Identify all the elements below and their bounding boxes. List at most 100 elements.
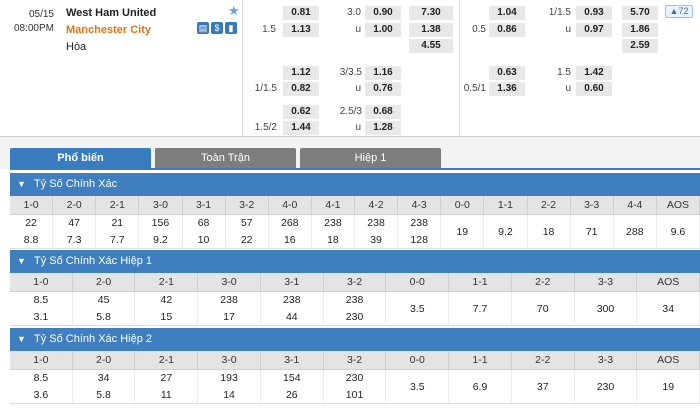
- away-odds[interactable]: 3.6: [33, 389, 49, 401]
- away-odds[interactable]: 26: [285, 389, 298, 401]
- score-odds-cell[interactable]: 6.9: [449, 370, 512, 403]
- score-odds-cell[interactable]: 21 7.7: [96, 215, 140, 248]
- score-odds-cell[interactable]: 238 18: [312, 215, 355, 248]
- odds-cell[interactable]: 1.42: [576, 66, 612, 80]
- draw-odds[interactable]: 19: [662, 381, 675, 393]
- score-odds-cell[interactable]: 238 230: [324, 292, 387, 325]
- home-odds[interactable]: 238: [345, 294, 364, 306]
- odds-cell[interactable]: 1.38: [409, 23, 453, 37]
- draw-odds[interactable]: 3.5: [409, 303, 425, 315]
- home-odds[interactable]: 68: [197, 217, 210, 229]
- section-header[interactable]: ▼ Tỷ Số Chính Xác Hiệp 2: [10, 328, 700, 351]
- odds-cell[interactable]: 1.04: [489, 6, 525, 20]
- away-odds[interactable]: 11: [160, 389, 172, 401]
- odds-cell[interactable]: 7.30: [409, 6, 453, 20]
- home-odds[interactable]: 21: [111, 217, 124, 229]
- home-odds[interactable]: 230: [345, 372, 364, 384]
- odds-cell[interactable]: 4.55: [409, 39, 453, 53]
- home-odds[interactable]: 193: [220, 372, 238, 384]
- odds-cell[interactable]: 0.63: [489, 66, 525, 80]
- odds-cell[interactable]: 5.70: [622, 6, 658, 20]
- draw-odds[interactable]: 37: [536, 381, 549, 393]
- draw-odds[interactable]: 7.7: [472, 303, 488, 315]
- home-team[interactable]: West Ham United: [66, 7, 157, 19]
- odds-cell[interactable]: 2.59: [622, 39, 658, 53]
- score-odds-cell[interactable]: 230 101: [324, 370, 387, 403]
- odds-cell[interactable]: 0.76: [365, 82, 401, 96]
- score-odds-cell[interactable]: 268 16: [269, 215, 312, 248]
- away-odds[interactable]: 230: [345, 311, 364, 323]
- dollar-icon[interactable]: $: [211, 22, 223, 34]
- score-odds-cell[interactable]: 288: [614, 215, 657, 248]
- odds-cell[interactable]: 0.60: [576, 82, 612, 96]
- score-odds-cell[interactable]: 57 22: [226, 215, 269, 248]
- stats-icon[interactable]: ▤: [197, 22, 209, 34]
- away-odds[interactable]: 18: [327, 234, 339, 246]
- draw-odds[interactable]: 71: [585, 226, 598, 238]
- score-odds-cell[interactable]: 238 17: [198, 292, 261, 325]
- draw-odds[interactable]: 3.5: [409, 381, 425, 393]
- chart-icon[interactable]: ▮: [225, 22, 237, 34]
- odds-cell[interactable]: 0.81: [283, 6, 319, 20]
- odds-cell[interactable]: 1.13: [283, 23, 319, 37]
- score-odds-cell[interactable]: 27 11: [135, 370, 199, 403]
- tab-full-match[interactable]: Toàn Trận: [155, 148, 296, 168]
- odds-cell[interactable]: 0.90: [365, 6, 401, 20]
- odds-cell[interactable]: 1.28: [365, 121, 401, 135]
- score-odds-cell[interactable]: 238 44: [261, 292, 324, 325]
- score-odds-cell[interactable]: 7.7: [449, 292, 512, 325]
- favorite-star-icon[interactable]: ★: [228, 3, 240, 18]
- score-odds-cell[interactable]: 45 5.8: [73, 292, 136, 325]
- home-odds[interactable]: 238: [410, 217, 428, 229]
- odds-cell[interactable]: 1.86: [622, 23, 658, 37]
- score-odds-cell[interactable]: 9.2: [484, 215, 528, 248]
- score-odds-cell[interactable]: 37: [512, 370, 575, 403]
- score-odds-cell[interactable]: 71: [571, 215, 614, 248]
- odds-cell[interactable]: 1.12: [283, 66, 319, 80]
- tab-popular[interactable]: Phổ biến: [10, 148, 151, 168]
- score-odds-cell[interactable]: 230: [575, 370, 638, 403]
- odds-cell[interactable]: 1.36: [489, 82, 525, 96]
- score-odds-cell[interactable]: 8.5 3.1: [10, 292, 73, 325]
- away-odds[interactable]: 5.8: [96, 389, 111, 401]
- home-odds[interactable]: 8.5: [33, 372, 49, 384]
- away-odds[interactable]: 14: [223, 389, 235, 401]
- away-odds[interactable]: 7.7: [110, 234, 125, 246]
- home-odds[interactable]: 42: [160, 294, 173, 306]
- section-header[interactable]: ▼ Tỷ Số Chính Xác: [10, 173, 700, 196]
- odds-cell[interactable]: 0.93: [576, 6, 612, 20]
- tab-first-half[interactable]: Hiệp 1: [300, 148, 441, 168]
- away-odds[interactable]: 10: [197, 234, 210, 246]
- score-odds-cell[interactable]: 3.5: [386, 292, 450, 325]
- draw-odds[interactable]: 19: [456, 226, 469, 238]
- away-odds[interactable]: 7.3: [66, 234, 82, 246]
- home-odds[interactable]: 34: [97, 372, 110, 384]
- odds-cell[interactable]: 0.86: [489, 23, 525, 37]
- draw-odds[interactable]: 288: [626, 226, 644, 238]
- home-odds[interactable]: 22: [25, 217, 37, 229]
- odds-cell[interactable]: 0.97: [576, 23, 612, 37]
- draw-odds[interactable]: 70: [536, 303, 549, 315]
- score-odds-cell[interactable]: 19: [441, 215, 485, 248]
- draw-odds[interactable]: 9.6: [670, 226, 686, 238]
- collapse-arrow-icon[interactable]: ▼: [17, 179, 26, 189]
- away-odds[interactable]: 9.2: [153, 234, 168, 246]
- home-odds[interactable]: 45: [97, 294, 110, 306]
- home-odds[interactable]: 8.5: [33, 294, 49, 306]
- score-odds-cell[interactable]: 9.6: [657, 215, 700, 248]
- away-odds[interactable]: 17: [223, 311, 235, 323]
- collapse-arrow-icon[interactable]: ▼: [17, 334, 26, 344]
- odds-cell[interactable]: 0.82: [283, 82, 319, 96]
- draw-odds[interactable]: 6.9: [472, 381, 488, 393]
- draw-odds[interactable]: 300: [596, 303, 615, 315]
- odds-cell[interactable]: 0.62: [283, 105, 319, 119]
- away-odds[interactable]: 5.8: [96, 311, 111, 323]
- home-odds[interactable]: 238: [220, 294, 238, 306]
- more-markets-badge[interactable]: ▲72: [665, 5, 693, 18]
- odds-cell[interactable]: 1.00: [365, 23, 401, 37]
- score-odds-cell[interactable]: 238 39: [355, 215, 399, 248]
- away-odds[interactable]: 22: [240, 234, 253, 246]
- score-odds-cell[interactable]: 238 128: [398, 215, 442, 248]
- away-odds[interactable]: 39: [370, 234, 382, 246]
- away-odds[interactable]: 101: [345, 389, 364, 401]
